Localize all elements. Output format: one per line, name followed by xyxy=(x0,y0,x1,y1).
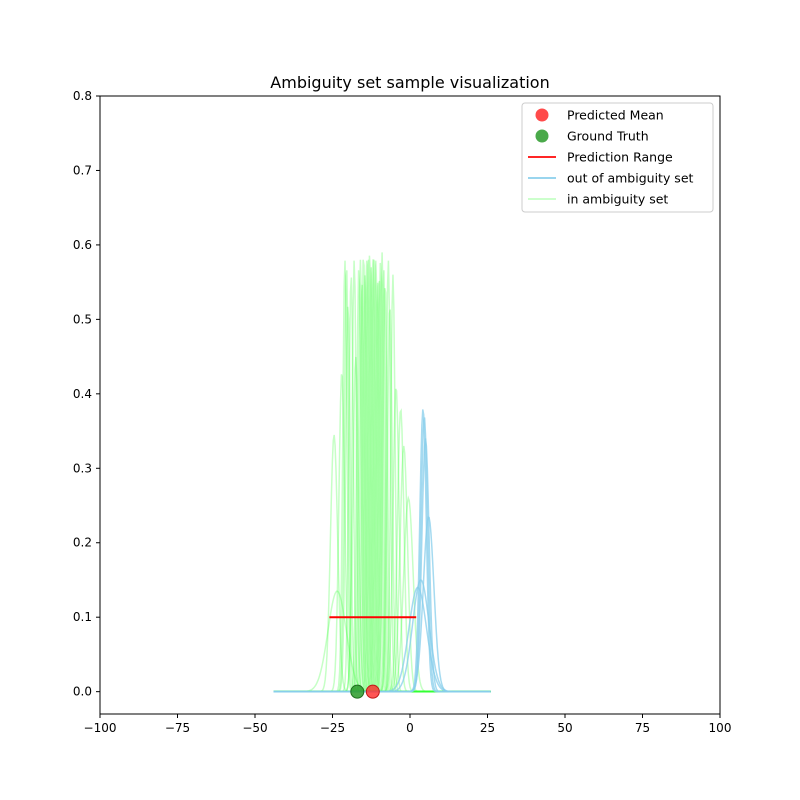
legend-label: Predicted Mean xyxy=(567,108,664,123)
y-tick-label: 0.6 xyxy=(73,238,92,252)
x-tick-label: 75 xyxy=(635,721,650,735)
chart-title: Ambiguity set sample visualization xyxy=(270,73,549,92)
x-tick-label: 50 xyxy=(557,721,572,735)
y-tick-label: 0.0 xyxy=(73,685,92,699)
x-tick-label: −25 xyxy=(320,721,345,735)
legend: Predicted Mean Ground Truth Prediction Ran… xyxy=(522,103,713,212)
legend-label: Prediction Range xyxy=(567,150,673,165)
x-tick-label: −100 xyxy=(84,721,117,735)
x-tick-label: −75 xyxy=(165,721,190,735)
legend-label: out of ambiguity set xyxy=(567,171,694,186)
legend-label: in ambiguity set xyxy=(567,192,668,207)
y-tick-label: 0.1 xyxy=(73,610,92,624)
legend-label: Ground Truth xyxy=(567,129,649,144)
y-tick-label: 0.3 xyxy=(73,461,92,475)
legend-marker xyxy=(536,109,549,122)
predicted-mean-marker xyxy=(366,685,379,698)
x-tick-label: 0 xyxy=(406,721,414,735)
x-tick-label: 100 xyxy=(709,721,732,735)
y-tick-label: 0.4 xyxy=(73,387,92,401)
y-tick-label: 0.2 xyxy=(73,536,92,550)
y-tick-label: 0.8 xyxy=(73,89,92,103)
x-tick-label: −50 xyxy=(242,721,267,735)
legend-marker xyxy=(536,130,549,143)
x-tick-label: 25 xyxy=(480,721,495,735)
y-tick-label: 0.7 xyxy=(73,163,92,177)
y-tick-label: 0.5 xyxy=(73,312,92,326)
ground-truth-marker xyxy=(351,685,364,698)
